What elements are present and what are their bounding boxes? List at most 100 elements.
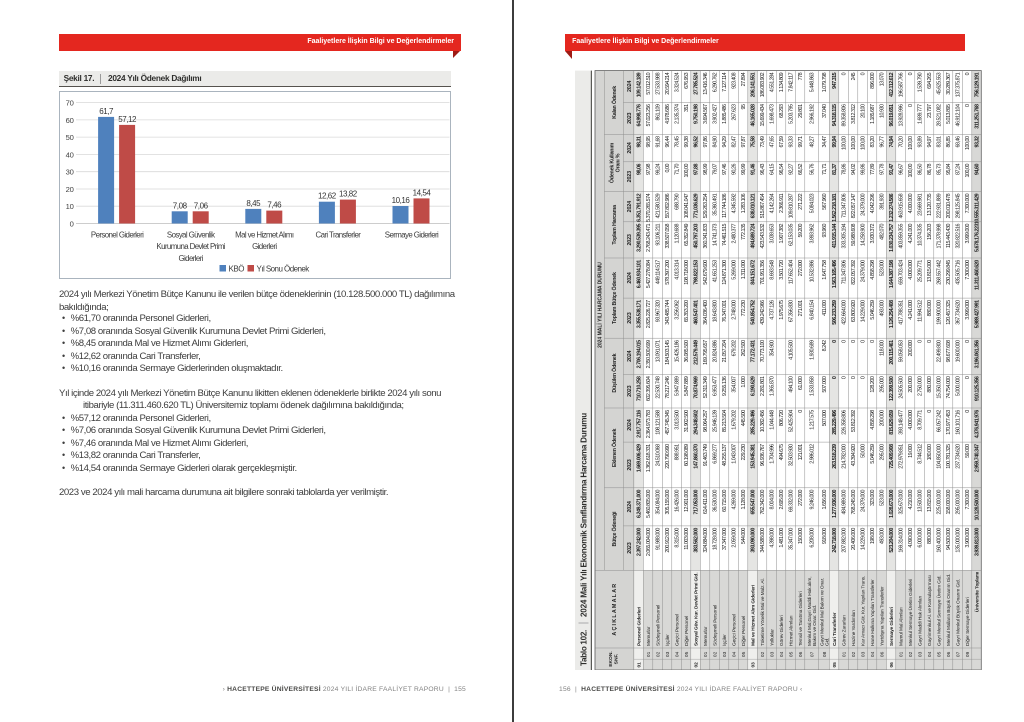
- svg-text:267.623: 267.623: [731, 104, 737, 120]
- svg-text:2023: 2023: [626, 112, 632, 123]
- svg-text:Görev Giderleri: Görev Giderleri: [779, 615, 785, 646]
- svg-text:507.000: 507.000: [821, 376, 827, 392]
- svg-text:41.651.253: 41.651.253: [712, 259, 718, 281]
- svg-text:86,78: 86,78: [927, 163, 933, 174]
- svg-text:109.142.189: 109.142.189: [636, 72, 642, 97]
- svg-text:Mamul Mal Alımları: Mamul Mal Alımları: [898, 607, 904, 646]
- svg-text:263.518.239: 263.518.239: [832, 443, 838, 468]
- svg-text:147.860.370: 147.860.370: [693, 443, 699, 468]
- svg-text:108.121.588: 108.121.588: [655, 409, 661, 434]
- svg-text:15.350.000: 15.350.000: [936, 376, 942, 398]
- svg-text:Sosyal Güv. Kur. Devlet Primi: Sosyal Güv. Kur. Devlet Primi Gid.: [693, 572, 699, 645]
- svg-text:97,86: 97,86: [703, 136, 709, 147]
- svg-text:169.314.000: 169.314.000: [898, 527, 904, 552]
- svg-text:27.533.988: 27.533.988: [655, 72, 661, 94]
- svg-text:0: 0: [965, 339, 971, 342]
- svg-text:64,15: 64,15: [769, 163, 775, 174]
- svg-text:344.588.000: 344.588.000: [760, 527, 766, 552]
- svg-text:99,71: 99,71: [798, 136, 804, 147]
- svg-text:Hizmet Alımları: Hizmet Alımları: [788, 615, 794, 645]
- svg-text:412.112.612: 412.112.612: [889, 72, 895, 97]
- svg-text:2.281.801: 2.281.801: [760, 376, 766, 396]
- svg-text:57.012.510: 57.012.510: [646, 72, 652, 94]
- svg-text:03: 03: [665, 651, 671, 657]
- svg-text:SNF.: SNF.: [613, 653, 619, 664]
- svg-text:Diğer Personel: Diğer Personel: [741, 615, 747, 645]
- svg-text:4.376.941.976: 4.376.941.976: [974, 409, 980, 437]
- svg-text:844.151.672: 844.151.672: [750, 259, 756, 284]
- svg-text:83,20: 83,20: [870, 136, 876, 147]
- svg-text:1.128.000: 1.128.000: [741, 489, 747, 509]
- svg-text:271.001: 271.001: [798, 299, 804, 315]
- svg-text:Yolluklar: Yolluklar: [769, 628, 775, 645]
- svg-text:271.222: 271.222: [798, 193, 804, 209]
- svg-text:7.842.117: 7.842.117: [788, 72, 794, 92]
- svg-text:Toplam Bütçe Ödenek: Toplam Bütçe Ödenek: [610, 272, 617, 324]
- svg-text:120.457.325: 120.457.325: [946, 299, 952, 324]
- svg-text:694.265: 694.265: [927, 72, 933, 88]
- svg-text:457.745.345: 457.745.345: [665, 409, 671, 434]
- svg-text:14.229.000: 14.229.000: [860, 527, 866, 549]
- svg-text:71,70: 71,70: [674, 163, 680, 174]
- svg-text:4.042.296: 4.042.296: [870, 193, 876, 213]
- svg-text:08: 08: [821, 651, 827, 657]
- svg-text:463.915.658: 463.915.658: [898, 193, 904, 218]
- svg-text:2024: 2024: [626, 80, 632, 91]
- svg-text:15.426.186: 15.426.186: [674, 339, 680, 361]
- svg-text:3.939.813.000: 3.939.813.000: [974, 527, 980, 555]
- svg-text:Yurtdışına Yapılan Transferler: Yurtdışına Yapılan Transferler: [879, 586, 885, 646]
- svg-text:602.395.604: 602.395.604: [646, 376, 652, 401]
- svg-text:47,65: 47,65: [769, 136, 775, 147]
- svg-text:117.652.404: 117.652.404: [788, 259, 794, 284]
- svg-text:5.000.000: 5.000.000: [955, 376, 961, 396]
- svg-text:1.134.809: 1.134.809: [779, 72, 785, 92]
- svg-text:506.233.259: 506.233.259: [832, 299, 838, 324]
- svg-text:67.356.830: 67.356.830: [788, 299, 794, 321]
- svg-text:86,50: 86,50: [917, 163, 923, 174]
- svg-text:13.928.996: 13.928.996: [898, 104, 904, 126]
- svg-text:Diğer Sermaye Giderleri: Diğer Sermaye Giderleri: [965, 597, 971, 646]
- svg-text:494.689.724: 494.689.724: [750, 223, 756, 248]
- svg-text:1.539.790: 1.539.790: [917, 72, 923, 92]
- svg-text:Gayri Maddi Hak Alımları: Gayri Maddi Hak Alımları: [917, 595, 923, 645]
- svg-text:93.960: 93.960: [821, 223, 827, 237]
- svg-text:2024: 2024: [626, 142, 632, 153]
- svg-text:725.409.908: 725.409.908: [889, 443, 895, 468]
- svg-text:122.399.500: 122.399.500: [889, 376, 895, 401]
- svg-text:822.057.392: 822.057.392: [851, 259, 857, 284]
- svg-text:97,78: 97,78: [879, 163, 885, 174]
- svg-text:655.547.000: 655.547.000: [750, 489, 756, 514]
- svg-text:98.064.257: 98.064.257: [703, 409, 709, 431]
- svg-text:Gayri Menkul Sermaye Üretim Gi: Gayri Menkul Sermaye Üretim Gid.: [935, 575, 942, 646]
- svg-text:7.300.000: 7.300.000: [965, 489, 971, 509]
- svg-text:96.936.767: 96.936.767: [760, 443, 766, 465]
- svg-text:1.562.218.181: 1.562.218.181: [832, 193, 838, 221]
- svg-text:104.850.000: 104.850.000: [936, 443, 942, 468]
- svg-text:78,45: 78,45: [674, 136, 680, 147]
- svg-text:91.988.000: 91.988.000: [655, 527, 661, 549]
- svg-text:02: 02: [760, 651, 766, 657]
- svg-text:Kurumuna Devlet Primi: Kurumuna Devlet Primi: [156, 242, 225, 251]
- svg-text:04: 04: [674, 651, 680, 657]
- svg-text:93.106.211: 93.106.211: [655, 223, 661, 245]
- svg-text:06: 06: [889, 661, 895, 667]
- svg-text:05: 05: [832, 661, 838, 667]
- svg-text:493.000: 493.000: [879, 527, 885, 543]
- svg-text:77,89: 77,89: [870, 163, 876, 174]
- svg-text:84,90: 84,90: [712, 136, 718, 147]
- svg-text:225.000.000: 225.000.000: [936, 489, 942, 514]
- svg-text:99,99: 99,99: [741, 163, 747, 174]
- svg-text:74.461.515: 74.461.515: [722, 223, 728, 245]
- svg-text:Oranı %: Oranı %: [615, 153, 621, 172]
- svg-text:79,07: 79,07: [712, 163, 718, 174]
- svg-text:8,45: 8,45: [246, 198, 261, 207]
- svg-text:200.912.000: 200.912.000: [665, 527, 671, 552]
- svg-text:710.710.258: 710.710.258: [636, 376, 642, 401]
- svg-text:60.715.000: 60.715.000: [722, 489, 728, 511]
- svg-text:6.208.000: 6.208.000: [809, 527, 815, 547]
- svg-text:19.600.000: 19.600.000: [955, 339, 961, 361]
- svg-text:411.000: 411.000: [821, 299, 827, 315]
- svg-text:2.748.000: 2.748.000: [731, 299, 737, 319]
- svg-text:2.750.000: 2.750.000: [917, 376, 923, 396]
- svg-text:200.000: 200.000: [879, 409, 885, 425]
